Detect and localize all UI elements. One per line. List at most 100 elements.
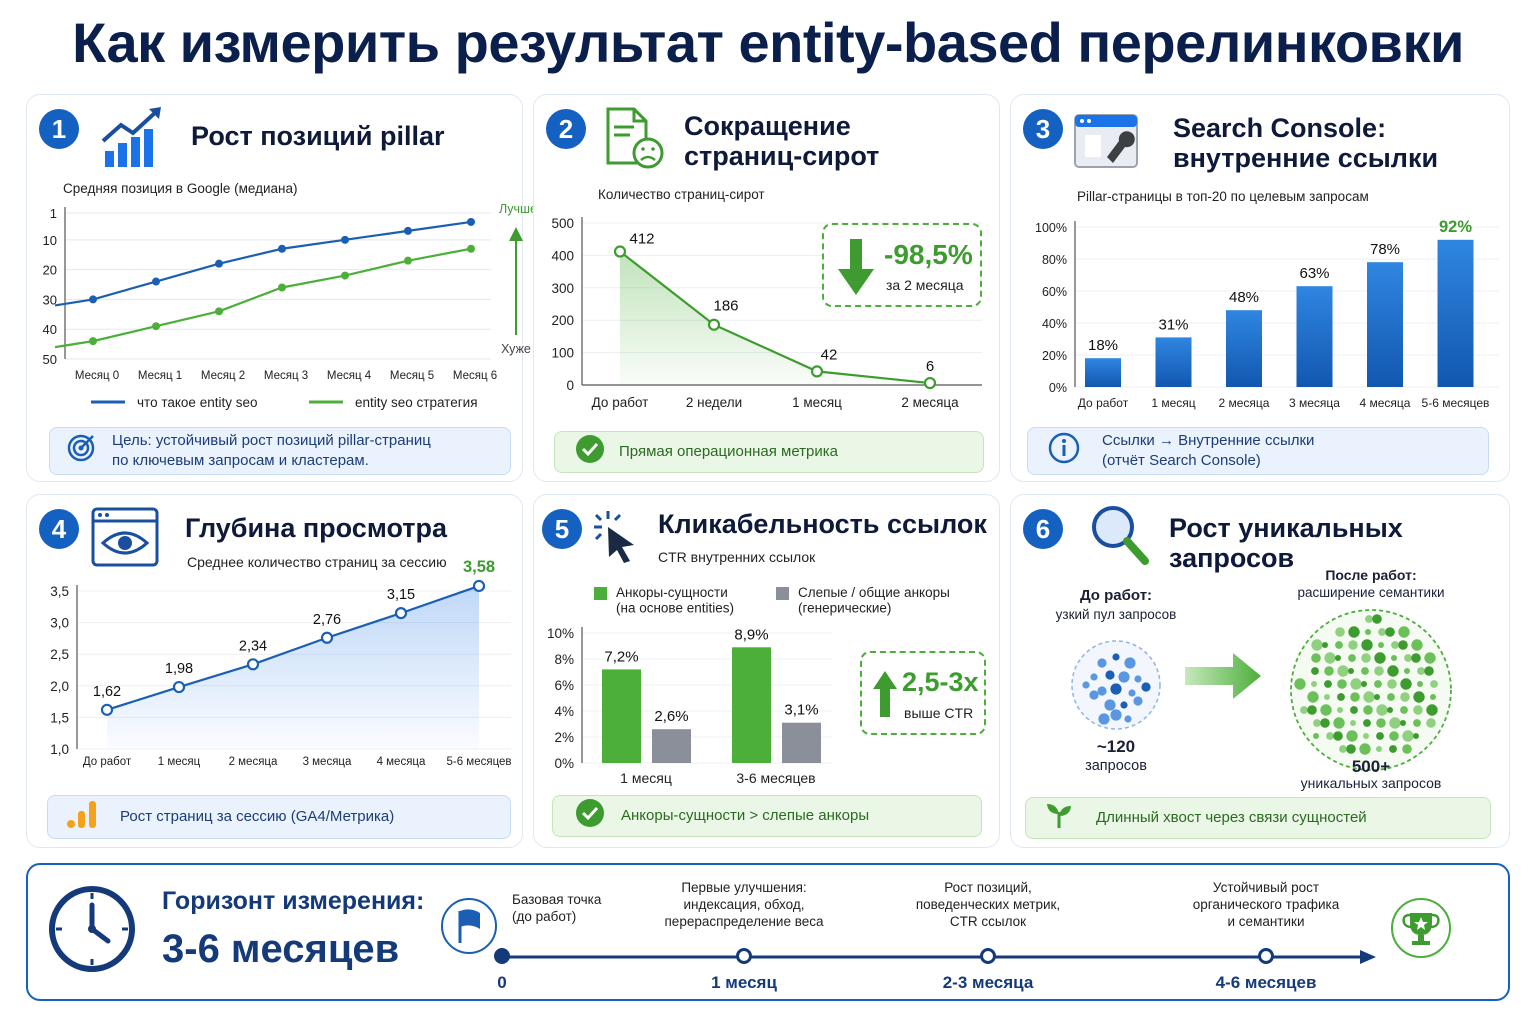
- bar: [732, 647, 771, 763]
- query-dot: [1400, 720, 1406, 726]
- query-dot: [1424, 666, 1434, 676]
- query-dot: [1389, 745, 1397, 753]
- data-label: 6: [926, 358, 934, 375]
- card-title: Рост позиций pillar: [191, 121, 445, 151]
- query-dot: [1376, 704, 1388, 716]
- y-tick-label: 0%: [1049, 381, 1067, 395]
- x-tick-label: До работ: [1078, 396, 1129, 410]
- query-dot: [1104, 699, 1116, 711]
- data-label: 7,2%: [604, 648, 638, 665]
- x-tick-label: 1 месяц: [792, 395, 842, 410]
- legend-label: Анкоры-сущности: [616, 585, 728, 600]
- y-tick-label: 60%: [1042, 285, 1067, 299]
- x-tick-label: Месяц 6: [453, 370, 497, 382]
- query-dot: [1404, 654, 1412, 662]
- timeline-marker: [736, 948, 752, 964]
- query-dot: [1417, 681, 1423, 687]
- y-tick-label: 1,0: [50, 742, 69, 757]
- data-label: 42: [821, 346, 838, 363]
- data-point: [472, 579, 486, 593]
- data-label: 48%: [1229, 289, 1259, 306]
- data-point: [152, 322, 160, 331]
- wide-query-cloud: [1290, 609, 1452, 771]
- pillar-top20-chart: Pillar-страницы в топ-20 по целевым запр…: [1035, 189, 1499, 410]
- horizon-value: 3-6 месяцев: [162, 927, 400, 971]
- data-label: 18%: [1088, 337, 1118, 354]
- link-ctr-chart: Анкоры-сущности(на основе entities) Слепы…: [547, 585, 950, 786]
- after-value: 500+: [1351, 757, 1391, 776]
- query-dot: [1359, 743, 1371, 755]
- before-title: До работ:: [1079, 587, 1153, 604]
- x-tick-label: 1 месяц: [1151, 396, 1195, 410]
- query-dot: [1350, 706, 1358, 714]
- y-tick-label: 500: [551, 216, 574, 231]
- query-dot: [1134, 675, 1142, 683]
- query-dot: [1365, 615, 1373, 623]
- data-label: 1,98: [165, 661, 193, 677]
- data-point: [613, 245, 627, 258]
- query-dot: [1320, 718, 1330, 728]
- info-icon: [1048, 432, 1080, 470]
- query-dot: [1361, 653, 1371, 663]
- after-unit: уникальных запросов: [1300, 775, 1442, 791]
- card-number: 2: [546, 109, 586, 149]
- orphan-pages-chart: Количество страниц-сирот 0 100 200 300 400 500…: [551, 187, 982, 410]
- bar: [1296, 286, 1333, 387]
- y-tick-label: 8%: [554, 652, 574, 667]
- query-dot: [1400, 706, 1408, 714]
- x-tick-label: 2 месяца: [1219, 396, 1270, 410]
- query-dot: [1082, 681, 1090, 689]
- timeline-step-label: Устойчивый рост органического трафика и …: [1192, 880, 1340, 929]
- data-point: [246, 658, 260, 671]
- query-dot: [1294, 678, 1306, 690]
- note-text: Рост страниц за сессию (GA4/Метрика): [120, 808, 395, 825]
- x-tick-label: 5-6 месяцев: [446, 756, 511, 768]
- query-dot: [1400, 678, 1412, 690]
- query-dot: [1426, 718, 1436, 728]
- badge-caption: выше CTR: [904, 705, 974, 721]
- y-tick-label: 0%: [554, 756, 574, 771]
- clock-icon: [46, 883, 138, 980]
- bar: [1155, 337, 1192, 387]
- query-dot: [1413, 733, 1419, 739]
- y-tick-label: 3,5: [50, 584, 69, 599]
- y-tick-label: 20%: [1042, 349, 1067, 363]
- card-link-ctr: 5 Кликабельность ссылок CTR внутренних с…: [533, 494, 1000, 848]
- query-dot: [1374, 694, 1380, 700]
- query-dot: [1311, 653, 1321, 663]
- query-dot: [1413, 705, 1423, 715]
- data-label: 8,9%: [734, 626, 768, 643]
- data-point: [215, 259, 223, 268]
- data-point: [404, 256, 412, 265]
- query-dot: [1337, 679, 1347, 689]
- data-point: [810, 365, 824, 378]
- card-number: 4: [39, 509, 79, 549]
- browser-eye-icon: [91, 507, 161, 574]
- query-dot: [1363, 691, 1375, 703]
- query-dot: [1378, 642, 1384, 648]
- x-tick-label: Месяц 3: [264, 370, 308, 382]
- timeline-marker: [980, 948, 996, 964]
- y-tick-label: 100%: [1035, 221, 1067, 235]
- data-point: [341, 271, 349, 280]
- query-dot: [1141, 682, 1151, 692]
- y-tick-label: 50: [43, 352, 57, 367]
- query-dot: [1350, 720, 1356, 726]
- data-label: 3,15: [387, 587, 415, 603]
- before-value: ~120: [1096, 737, 1136, 756]
- y-tick-label: 10: [43, 233, 57, 248]
- query-dot: [1391, 655, 1397, 661]
- cloud-border: [1290, 609, 1452, 771]
- query-dot: [1324, 666, 1334, 676]
- data-label: 2,34: [239, 638, 267, 654]
- series-line: [106, 584, 480, 711]
- longtail-note: Длинный хвост через связи сущностей: [1025, 797, 1491, 839]
- y-tick-label: 2,0: [50, 679, 69, 694]
- card-title: Сокращение страниц-сирот: [684, 111, 880, 171]
- query-dot: [1335, 627, 1345, 637]
- query-dot: [1361, 681, 1367, 687]
- card-search-console: 3 Search Console: внутренние ссылки Pill…: [1010, 94, 1510, 482]
- query-dot: [1337, 665, 1349, 677]
- query-dot: [1389, 731, 1399, 741]
- query-dot: [1339, 745, 1347, 753]
